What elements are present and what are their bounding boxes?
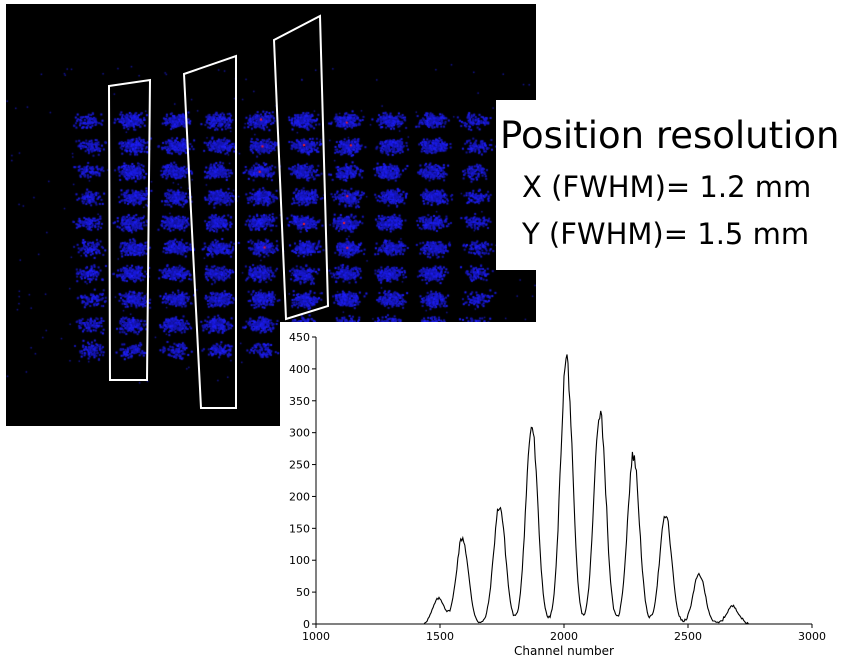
- y-tick-label: 450: [289, 331, 310, 344]
- y-tick-label: 150: [289, 522, 310, 535]
- resolution-x: X (FWHM)= 1.2 mm: [522, 170, 812, 204]
- roi-outline-3: [272, 14, 330, 321]
- roi-outline-2: [182, 54, 237, 409]
- y-tick-label: 50: [296, 586, 310, 599]
- spectrum-svg: 1000 1500 2000 2500 3000 0 50 100 150 200 250 300 35…: [289, 331, 826, 658]
- spectrum-chart: 1000 1500 2000 2500 3000 0 50 100 150 200 250 300 35…: [280, 322, 842, 659]
- y-tick-label: 200: [289, 490, 310, 503]
- x-tick-label: 1500: [426, 630, 454, 643]
- y-tick-label: 300: [289, 427, 310, 440]
- y-tick-label: 400: [289, 363, 310, 376]
- resolution-box: Position resolution: X (FWHM)= 1.2 mm Y …: [496, 100, 842, 270]
- roi-outlines: [107, 14, 330, 409]
- x-tick-label: 2000: [550, 630, 578, 643]
- spectrum-series-line: [316, 354, 812, 625]
- x-tick-label: 3000: [798, 630, 826, 643]
- y-tick-label: 250: [289, 459, 310, 472]
- y-tick-label: 0: [303, 618, 310, 631]
- resolution-title: Position resolution:: [500, 114, 842, 157]
- tick-labels: 1000 1500 2000 2500 3000 0 50 100 150 200 250 300 35…: [289, 331, 826, 643]
- y-tick-label: 350: [289, 395, 310, 408]
- resolution-y: Y (FWHM)= 1.5 mm: [522, 217, 810, 251]
- x-tick-label: 2500: [674, 630, 702, 643]
- x-axis-title: Channel number: [514, 644, 614, 658]
- flood-map-image: [6, 4, 536, 426]
- roi-outline-1: [107, 78, 152, 381]
- y-tick-label: 100: [289, 554, 310, 567]
- x-tick-label: 1000: [302, 630, 330, 643]
